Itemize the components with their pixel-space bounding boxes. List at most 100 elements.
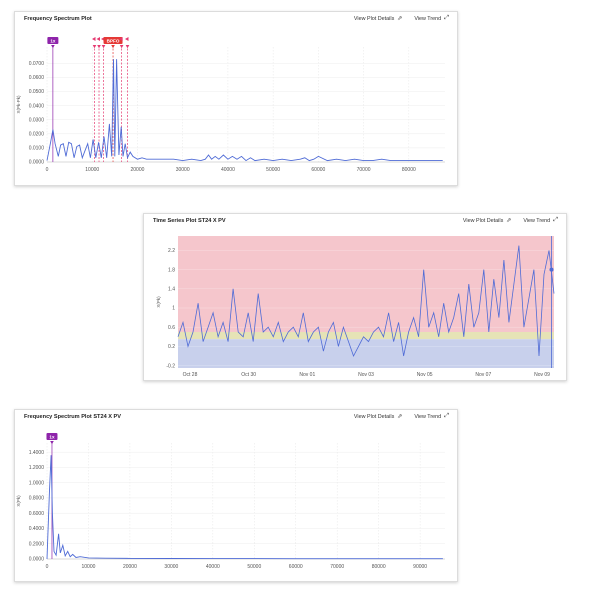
y-axis-label: X(Pk-Pk): [16, 95, 21, 114]
y-tick-label: -0.2: [166, 363, 175, 369]
x-tick-label: Nov 01: [299, 372, 315, 378]
x-tick-label: 70000: [330, 564, 344, 570]
x-tick-label: 60000: [311, 167, 325, 173]
y-tick-label: 0.0200: [29, 132, 45, 138]
view-trend-link[interactable]: View Trend ⤢: [523, 217, 558, 224]
panel-title: Time Series Plot ST24 X PV: [153, 218, 226, 224]
marker-arrow: [119, 37, 123, 41]
x-tick-label: 0: [46, 167, 49, 173]
y-tick-label: 0.2000: [29, 541, 45, 547]
x-tick-label: 10000: [85, 167, 99, 173]
y-tick-label: 0.4000: [29, 526, 45, 532]
external-link-icon: ⇗: [397, 414, 403, 420]
marker-label: 1x: [50, 38, 56, 43]
threshold-band: [178, 332, 554, 340]
x-tick-label: 30000: [164, 564, 178, 570]
marker-head: [101, 45, 106, 49]
view-trend-link[interactable]: View Trend ⤢: [414, 413, 449, 420]
marker-head: [92, 45, 97, 49]
y-tick-label: 1.0000: [29, 480, 45, 486]
expand-arrows-icon: ⤢: [444, 413, 449, 419]
series-line: [177, 245, 555, 358]
view-plot-details-label: View Plot Details: [353, 15, 395, 22]
threshold-band: [178, 339, 554, 368]
view-plot-details-label: View Plot Details: [462, 217, 504, 224]
y-tick-label: 0.0100: [29, 146, 45, 152]
y-tick-label: 1.4: [168, 287, 175, 293]
panel-title: Frequency Spectrum Plot: [24, 16, 92, 22]
x-tick-label: Oct 30: [241, 372, 256, 378]
y-tick-label: 0.6: [168, 325, 175, 331]
view-trend-label: View Trend: [523, 217, 551, 224]
x-tick-label: Nov 05: [417, 372, 433, 378]
x-tick-label: 80000: [402, 167, 416, 173]
x-tick-label: 30000: [176, 167, 190, 173]
time-series-chart: -0.2 0.2 0.6 1 1.4 1.8 2.2 Oct 28 Oct 30 Nov 01 No…: [156, 236, 555, 378]
marker-arrow: [91, 37, 96, 41]
x-tick-label: 90000: [413, 564, 427, 570]
marker-tag: [103, 37, 123, 44]
marker-head: [111, 45, 115, 49]
x-tick-label: Nov 03: [358, 372, 374, 378]
y-tick-label: 0.0000: [29, 557, 45, 563]
view-plot-details-link[interactable]: View Plot Details ⇗: [462, 217, 512, 225]
frequency-spectrum-panel-st24: Frequency Spectrum Plot ST24 X PV View P…: [14, 409, 458, 582]
y-tick-label: 0.6000: [29, 511, 45, 517]
x-tick-label: Nov 07: [475, 372, 491, 378]
x-tick-label: 40000: [221, 167, 235, 173]
frequency-spectrum-chart: 0 10000 20000 30000 40000 50000 60000 70000 8000…: [16, 37, 445, 173]
panel-header-links: View Plot Details ⇗ View Trend ⤢: [354, 413, 449, 420]
x-tick-label: 60000: [289, 564, 303, 570]
x-tick-label: Oct 28: [183, 372, 198, 378]
y-tick-label: 2.2: [168, 248, 175, 254]
x-tick-label: 70000: [357, 167, 371, 173]
marker-head: [119, 45, 124, 49]
expand-arrows-icon: ⤢: [444, 15, 449, 21]
marker-label: BPFO: [107, 38, 120, 43]
x-tick-label: Nov 09: [534, 372, 550, 378]
x-tick-label: 0: [46, 564, 49, 570]
y-axis-label: X(Pk): [16, 495, 21, 507]
marker-head: [51, 45, 55, 49]
panel-header-links: View Plot Details ⇗ View Trend ⤢: [354, 15, 449, 22]
series-line: [46, 59, 443, 162]
marker-head: [125, 45, 130, 49]
series-line: [46, 455, 443, 560]
y-tick-label: 1.2000: [29, 465, 45, 471]
view-plot-details-link[interactable]: View Plot Details ⇗: [353, 15, 403, 23]
marker-arrow: [125, 37, 129, 41]
y-tick-label: 0.0600: [29, 75, 45, 81]
time-series-panel: Time Series Plot ST24 X PV View Plot Det…: [143, 213, 567, 381]
y-tick-label: 0.2: [168, 344, 175, 350]
threshold-band: [178, 236, 554, 332]
y-tick-label: 0.0300: [29, 117, 45, 123]
x-tick-label: 80000: [372, 564, 386, 570]
y-tick-label: 0.0400: [29, 103, 45, 109]
external-link-icon: ⇗: [506, 218, 512, 224]
panel-header-links: View Plot Details ⇗ View Trend ⤢: [463, 217, 558, 224]
marker-tag: [46, 433, 58, 440]
panel-title: Frequency Spectrum Plot ST24 X PV: [24, 414, 121, 420]
view-trend-link[interactable]: View Trend ⤢: [414, 15, 449, 22]
frequency-spectrum-panel: Frequency Spectrum Plot View Plot Detail…: [14, 11, 458, 186]
x-tick-label: 20000: [131, 167, 145, 173]
marker-label: 1x: [49, 434, 55, 439]
y-tick-label: 0.0700: [29, 61, 45, 67]
x-tick-label: 50000: [266, 167, 280, 173]
y-tick-label: 0.0500: [29, 89, 45, 95]
x-tick-label: 20000: [123, 564, 137, 570]
y-tick-label: 1.4000: [29, 450, 45, 456]
marker-head: [50, 441, 54, 445]
external-link-icon: ⇗: [397, 16, 403, 22]
view-trend-label: View Trend: [414, 413, 442, 420]
x-tick-label: 50000: [247, 564, 261, 570]
view-plot-details-label: View Plot Details: [353, 413, 395, 420]
marker-head: [97, 45, 101, 49]
y-tick-label: 0.8000: [29, 496, 45, 502]
view-plot-details-link[interactable]: View Plot Details ⇗: [353, 413, 403, 421]
view-trend-label: View Trend: [414, 15, 442, 22]
frequency-spectrum-chart-st24: 0 10000 20000 30000 40000 50000 60000 70000 8000…: [16, 433, 445, 570]
expand-arrows-icon: ⤢: [553, 217, 558, 223]
marker-tag: [47, 37, 59, 44]
x-tick-label: 40000: [206, 564, 220, 570]
